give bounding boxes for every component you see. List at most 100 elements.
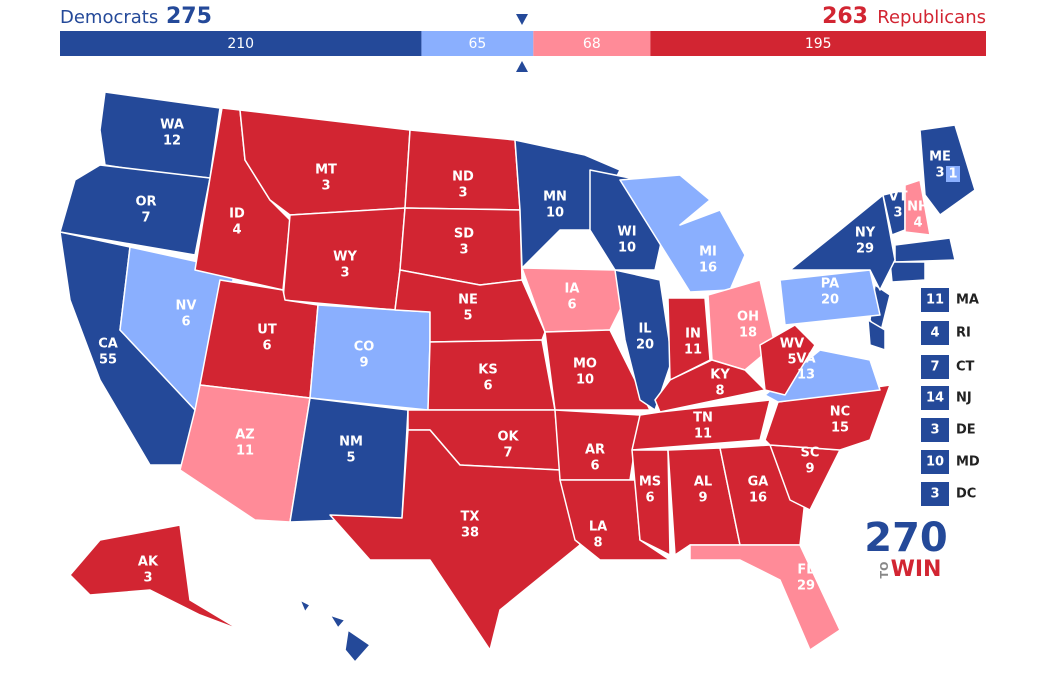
logo-number: 270 [864, 515, 948, 561]
bar-segment [650, 31, 986, 56]
state-abbr: NM [339, 435, 363, 450]
state-abbr: IL [638, 322, 651, 337]
state-votes: 6 [567, 298, 576, 313]
state-votes: 15 [831, 421, 849, 436]
rep-total: 263 [822, 4, 868, 29]
state-abbr: MI [699, 245, 717, 260]
state-abbr: OH [737, 310, 759, 325]
state-votes: 3 [459, 243, 468, 258]
state-votes: 16 [749, 491, 767, 506]
logo-to: TO [878, 562, 891, 579]
state-abbr: ID [229, 207, 245, 222]
state-shape [329, 614, 346, 629]
state-votes: 11 [694, 427, 712, 442]
state-abbr: HI [313, 630, 329, 645]
small-state-abbr: DC [956, 487, 976, 502]
state-shape [779, 269, 881, 326]
state-votes: 3 [893, 206, 902, 221]
district-votes: 1 [948, 167, 957, 182]
state-votes: 8 [715, 384, 724, 399]
bar-segment [60, 31, 422, 56]
state-shape [99, 91, 221, 179]
small-state-box [921, 288, 949, 312]
state-shape [631, 399, 771, 451]
state-votes: 4 [232, 223, 241, 238]
dem-label: Democrats [60, 7, 158, 28]
small-state-abbr: NJ [956, 391, 972, 406]
small-state-abbr: MA [956, 293, 979, 308]
bar-label: 65 [468, 36, 486, 52]
majority-marker [516, 61, 528, 72]
state-abbr: KY [710, 368, 730, 383]
bar-segment [421, 31, 534, 56]
state-shape [521, 267, 626, 333]
bar-label: 195 [805, 36, 832, 52]
state-votes: 9 [359, 356, 368, 371]
state-abbr: CA [98, 337, 118, 352]
state-abbr: IN [685, 327, 701, 342]
state-abbr: TX [461, 510, 480, 525]
state-votes: 12 [163, 134, 181, 149]
state-abbr: PA [821, 277, 839, 292]
state-abbr: OK [497, 430, 519, 445]
small-state-box [921, 386, 949, 410]
state-votes: 4 [316, 646, 325, 661]
small-state-votes: 3 [930, 487, 939, 502]
small-state-votes: 3 [930, 423, 939, 438]
state-shape [707, 279, 776, 371]
state-shape [867, 319, 886, 351]
state-abbr: MS [639, 475, 661, 490]
logo: 270 TO WIN [864, 515, 948, 582]
state-abbr: OR [135, 195, 156, 210]
small-state-abbr: RI [956, 326, 971, 341]
state-shape [69, 524, 241, 631]
state-votes: 3 [321, 179, 330, 194]
state-abbr: AL [694, 475, 712, 490]
state-shape [614, 269, 673, 411]
state-votes: 10 [546, 206, 564, 221]
state-votes: 55 [99, 353, 117, 368]
state-votes: 6 [262, 339, 271, 354]
state-abbr: SC [801, 446, 820, 461]
state-abbr: NH [907, 200, 929, 215]
state-shape [904, 179, 931, 236]
state-abbr: KS [478, 363, 497, 378]
state-votes: 6 [645, 491, 654, 506]
state-abbr: NE [458, 293, 478, 308]
state-abbr: GA [748, 475, 769, 490]
state-abbr: NC [830, 405, 850, 420]
state-abbr: FL [797, 563, 814, 578]
small-state-votes: 7 [930, 360, 939, 375]
state-votes: 7 [503, 446, 512, 461]
state-votes: 3 [143, 571, 152, 586]
state-shape [59, 164, 211, 256]
state-shape [759, 324, 816, 396]
state-shape [889, 261, 926, 283]
small-state-abbr: DE [956, 423, 976, 438]
bar-segment [533, 31, 651, 56]
state-votes: 3 [935, 166, 944, 181]
state-abbr: ME [929, 150, 951, 165]
state-abbr: TN [693, 411, 713, 426]
state-shape [789, 194, 896, 291]
state-votes: 5 [787, 353, 796, 368]
small-states: 11 MA 4 RI 7 CT 14 NJ 3 DE 10 MD 3 DC [921, 288, 980, 506]
state-abbr: IA [565, 282, 580, 297]
state-votes: 10 [618, 241, 636, 256]
small-state-box [921, 355, 949, 379]
state-shape [764, 349, 881, 403]
state-votes: 11 [236, 444, 254, 459]
rep-label: Republicans [877, 7, 986, 28]
state-shape [667, 297, 711, 381]
state-abbr: WA [160, 118, 184, 133]
dem-total: 275 [166, 4, 212, 29]
state-votes: 20 [821, 293, 839, 308]
state-votes: 16 [699, 261, 717, 276]
state-votes: 38 [461, 526, 479, 541]
small-state-box [921, 450, 949, 474]
state-shape [689, 544, 841, 651]
state-shape [299, 599, 311, 613]
state-abbr: CO [354, 340, 375, 355]
